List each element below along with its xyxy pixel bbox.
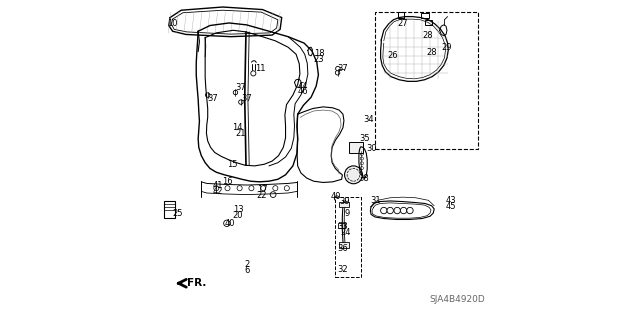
Bar [375, 12, 477, 149]
Text: FR.: FR. [187, 278, 206, 288]
Circle shape [205, 93, 210, 97]
Text: 26: 26 [388, 51, 398, 60]
Text: 18: 18 [314, 49, 324, 58]
Circle shape [337, 245, 343, 251]
Bar [339, 242, 349, 248]
Circle shape [260, 186, 266, 191]
Circle shape [237, 186, 242, 191]
Circle shape [356, 143, 360, 147]
Bar [422, 13, 429, 18]
Circle shape [394, 207, 401, 214]
Circle shape [401, 207, 407, 214]
Text: 40: 40 [330, 192, 341, 201]
Bar [164, 201, 175, 218]
Text: 40: 40 [224, 219, 235, 228]
Circle shape [337, 202, 344, 210]
Text: 25: 25 [173, 209, 183, 218]
Circle shape [223, 220, 230, 226]
Circle shape [381, 207, 387, 214]
Text: 45: 45 [445, 202, 456, 211]
Text: 9: 9 [345, 209, 350, 218]
Text: 2: 2 [244, 260, 250, 269]
Text: SJA4B4920D: SJA4B4920D [429, 295, 485, 304]
Text: 11: 11 [255, 64, 266, 73]
Circle shape [214, 186, 219, 191]
Text: 39: 39 [339, 197, 350, 206]
Text: 32: 32 [337, 265, 348, 274]
Text: 13: 13 [232, 205, 243, 214]
Text: 15: 15 [227, 160, 238, 169]
Text: 16: 16 [222, 177, 233, 186]
Text: 30: 30 [366, 144, 377, 153]
Circle shape [251, 71, 256, 76]
Text: 38: 38 [358, 174, 369, 182]
Text: 24: 24 [340, 228, 351, 237]
Circle shape [350, 143, 354, 147]
Circle shape [407, 207, 413, 214]
Text: 33: 33 [337, 222, 348, 231]
Text: 35: 35 [359, 134, 369, 143]
Circle shape [284, 186, 289, 191]
Circle shape [334, 196, 339, 201]
Bar [349, 142, 363, 153]
Text: 6: 6 [244, 266, 250, 275]
Bar [425, 20, 431, 25]
Text: 46: 46 [298, 87, 308, 96]
Text: 28: 28 [422, 31, 433, 40]
Text: 42: 42 [212, 187, 223, 196]
Text: 34: 34 [363, 115, 374, 124]
Circle shape [335, 66, 340, 71]
Text: 28: 28 [427, 48, 438, 57]
Text: 31: 31 [370, 196, 381, 205]
Text: 37: 37 [208, 94, 218, 103]
Text: 41: 41 [212, 181, 223, 190]
Text: 21: 21 [235, 130, 246, 138]
Circle shape [270, 192, 276, 197]
Text: 37: 37 [236, 83, 246, 92]
Bar [335, 197, 361, 277]
Text: 22: 22 [257, 191, 268, 200]
Text: 43: 43 [445, 196, 456, 205]
Text: 14: 14 [232, 123, 242, 132]
Circle shape [249, 186, 254, 191]
Circle shape [239, 100, 243, 104]
Bar [338, 223, 345, 228]
Bar [339, 202, 349, 207]
Text: 10: 10 [168, 19, 178, 28]
Circle shape [387, 207, 394, 214]
Text: 23: 23 [314, 55, 324, 64]
Text: 36: 36 [337, 244, 348, 253]
Bar [398, 12, 404, 18]
Text: 20: 20 [232, 211, 243, 220]
Text: 27: 27 [397, 19, 408, 28]
Circle shape [335, 70, 340, 75]
Circle shape [344, 166, 362, 184]
Text: 29: 29 [442, 43, 452, 52]
Circle shape [233, 90, 237, 95]
Circle shape [422, 14, 425, 17]
Text: 44: 44 [298, 82, 308, 91]
Circle shape [225, 186, 230, 191]
Text: 17: 17 [257, 185, 268, 194]
Circle shape [426, 20, 429, 23]
Text: 37: 37 [241, 94, 252, 103]
Circle shape [273, 186, 278, 191]
Text: 37: 37 [337, 64, 348, 73]
